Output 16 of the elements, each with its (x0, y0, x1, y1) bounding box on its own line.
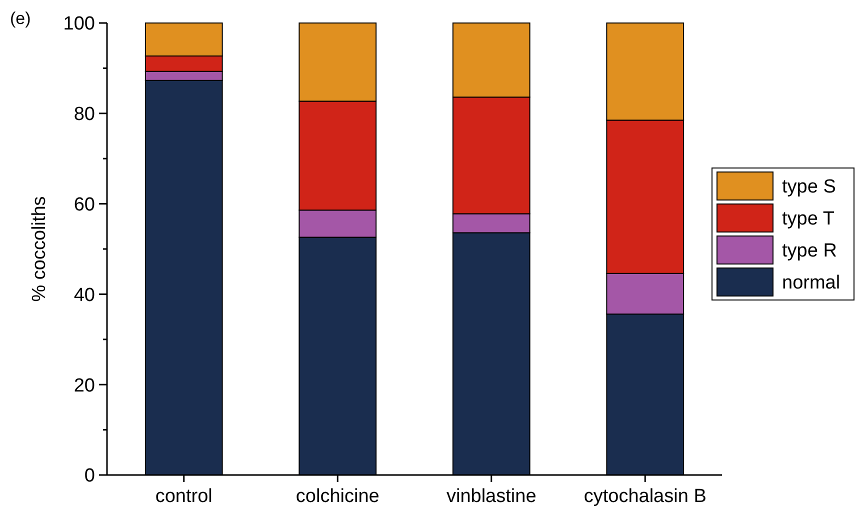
x-tick-label: cytochalasin B (584, 486, 706, 507)
legend-label: type R (782, 240, 837, 262)
text: (e) (10, 9, 31, 28)
y-tick-label: 20 (74, 375, 95, 396)
y-tick-label: 0 (84, 466, 95, 487)
y-axis-title: % coccoliths (29, 196, 50, 302)
legend-label: normal (782, 272, 840, 294)
y-tick-label: 60 (74, 194, 95, 216)
legend-label: type S (782, 176, 836, 198)
x-tick-label: control (155, 486, 212, 507)
x-tick-label: colchicine (296, 486, 380, 507)
y-tick-label: 80 (74, 104, 95, 126)
x-tick-label: vinblastine (446, 486, 536, 507)
y-tick-label: 40 (74, 284, 95, 306)
y-tick-label: 100 (63, 14, 95, 35)
legend-label: type T (782, 208, 835, 230)
